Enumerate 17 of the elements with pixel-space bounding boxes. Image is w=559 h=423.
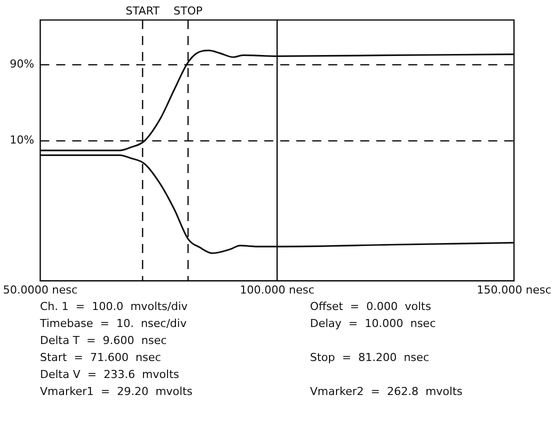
ref-line-label: START <box>126 4 160 18</box>
text: Timebase = 10. nsec/div <box>40 317 188 332</box>
y-tick-label: 90% <box>10 58 34 71</box>
text: Ch. 1 = 100.0 mvolts/div <box>40 300 189 315</box>
x-tick-label: 50.0000 nesc <box>2 283 78 296</box>
text: Offset = 0.000 volts <box>310 300 432 315</box>
text: Stop = 81.200 nsec <box>310 351 430 366</box>
x-tick-label: 100.000 nesc <box>240 283 314 296</box>
text: Vmarker2 = 262.8 mvolts <box>310 385 464 400</box>
text: Delay = 10.000 nsec <box>310 317 437 332</box>
y-tick-label: 10% <box>10 134 34 147</box>
x-tick-label: 150.000 nesc <box>476 283 552 296</box>
text: Delta T = 9.600 nsec <box>40 334 168 349</box>
ref-line-label: STOP <box>174 4 203 18</box>
text: Start = 71.600 nsec <box>40 351 162 366</box>
text: Delta V = 233.6 mvolts <box>40 368 180 383</box>
text: Vmarker1 = 29.20 mvolts <box>40 385 194 400</box>
